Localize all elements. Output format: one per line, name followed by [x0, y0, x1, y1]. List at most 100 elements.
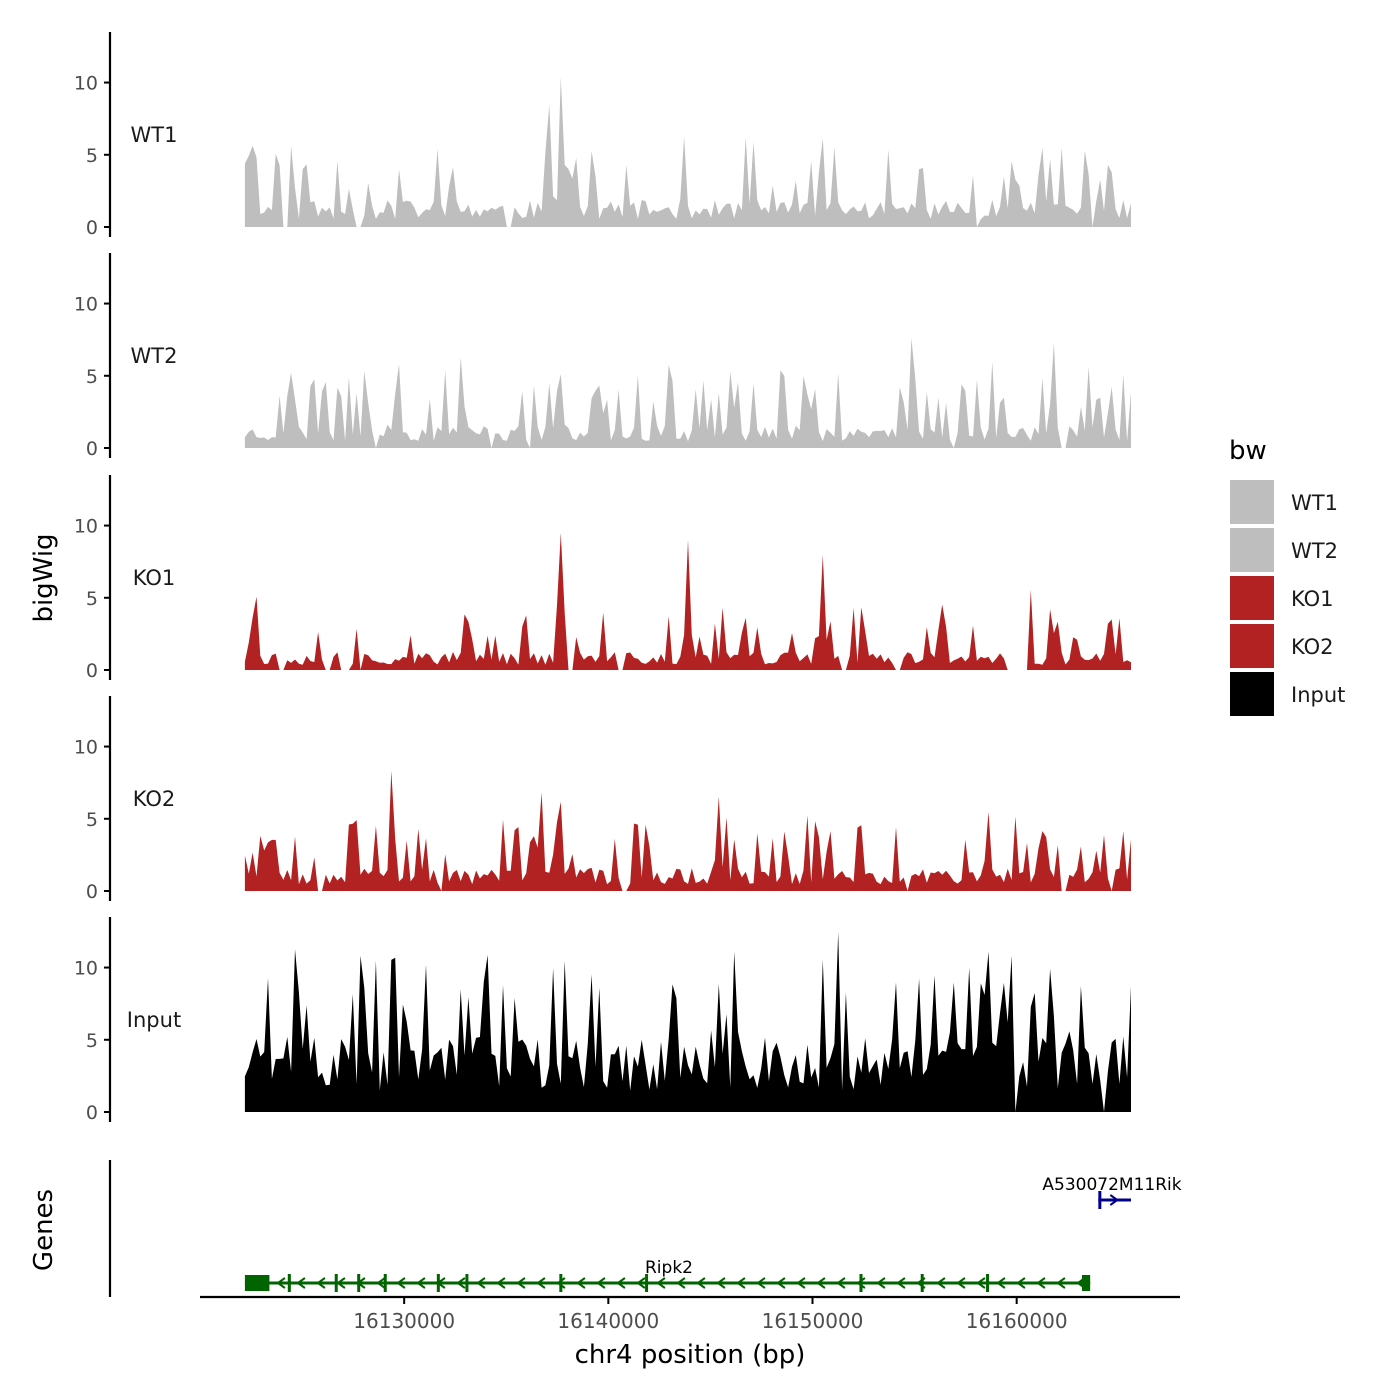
x-tick-label: 16150000	[762, 1309, 864, 1333]
x-axis-title: chr4 position (bp)	[575, 1340, 806, 1370]
strand-arrow	[796, 1277, 806, 1289]
strand-arrow	[876, 1277, 886, 1289]
strand-arrow	[1056, 1277, 1066, 1289]
exon	[986, 1274, 990, 1292]
gene-a530072m11rik: A530072M11Rik	[1042, 1175, 1182, 1209]
y-tick-label: 0	[86, 660, 98, 682]
exon	[1082, 1275, 1091, 1291]
exon	[1098, 1191, 1102, 1209]
track-ko2: 0 5 10 KO2	[74, 696, 1131, 903]
y-tick-label: 5	[86, 366, 98, 388]
y-tick-label: 5	[86, 1030, 98, 1052]
strand-arrow	[956, 1277, 966, 1289]
strand-arrow	[576, 1277, 586, 1289]
y-tick-label: 5	[86, 809, 98, 831]
y-tick-label: 10	[74, 958, 98, 980]
strand-arrow	[616, 1277, 626, 1289]
track-label: WT2	[131, 344, 178, 368]
exon	[645, 1274, 649, 1292]
track-label: KO1	[133, 566, 176, 590]
track-label: WT1	[131, 123, 178, 147]
exon	[436, 1274, 440, 1292]
legend-title: bw	[1229, 436, 1267, 466]
y-tick-label: 10	[74, 737, 98, 759]
y-tick-label: 10	[74, 294, 98, 316]
bigwig-tracks: 0 5 10 WT1 0 5 10 WT2 0 5 10 KO1 0 5 10 KO2 0 5 10 Input	[74, 32, 1131, 1124]
x-tick-label: 16130000	[353, 1309, 455, 1333]
strand-arrow	[396, 1277, 406, 1289]
gene-ripk2: Ripk2	[244, 1258, 1091, 1292]
y-tick-label: 0	[86, 1102, 98, 1124]
strand-arrow	[816, 1277, 826, 1289]
coverage-area-ko2	[244, 770, 1131, 891]
strand-arrow	[536, 1277, 546, 1289]
exon	[920, 1274, 924, 1292]
track-ko1: 0 5 10 KO1	[74, 475, 1131, 682]
coverage-area-input	[244, 932, 1131, 1112]
strand-arrow	[476, 1277, 486, 1289]
track-wt2: 0 5 10 WT2	[74, 253, 1131, 460]
coverage-area-ko1	[244, 532, 1131, 670]
strand-arrow	[336, 1277, 346, 1289]
legend-swatch-wt1	[1230, 480, 1274, 524]
x-tick-label: 16160000	[966, 1309, 1068, 1333]
legend-swatch-wt2	[1230, 528, 1274, 572]
strand-arrow	[416, 1277, 426, 1289]
strand-arrow	[516, 1277, 526, 1289]
strand-arrow	[596, 1277, 606, 1289]
track-wt1: 0 5 10 WT1	[74, 32, 1131, 239]
legend-label: KO1	[1291, 587, 1334, 611]
legend-label: WT2	[1291, 539, 1338, 563]
strand-arrow	[456, 1277, 466, 1289]
strand-arrow	[696, 1277, 706, 1289]
strand-arrow	[976, 1277, 986, 1289]
track-input: 0 5 10 Input	[74, 917, 1131, 1124]
exon	[287, 1274, 291, 1292]
legend-label: WT1	[1291, 491, 1338, 515]
strand-arrow	[656, 1277, 666, 1289]
strand-arrow	[276, 1277, 286, 1289]
strand-arrow	[296, 1277, 306, 1289]
legend-swatch-input	[1230, 672, 1274, 716]
strand-arrow	[736, 1277, 746, 1289]
strand-arrow	[776, 1277, 786, 1289]
genes-axis-title: Genes	[29, 1189, 59, 1271]
strand-arrow	[836, 1277, 846, 1289]
legend-swatch-ko2	[1230, 624, 1274, 668]
y-tick-label: 5	[86, 588, 98, 610]
track-label: KO2	[133, 787, 176, 811]
legend: bw WT1 WT2 KO1 KO2 Input	[1229, 436, 1345, 716]
strand-arrow	[636, 1277, 646, 1289]
y-tick-label: 0	[86, 881, 98, 903]
strand-arrow	[896, 1277, 906, 1289]
coverage-area-wt2	[244, 338, 1131, 448]
exon	[859, 1274, 863, 1292]
x-tick-label: 16140000	[557, 1309, 659, 1333]
strand-arrow	[376, 1277, 386, 1289]
strand-arrow	[756, 1277, 766, 1289]
y-tick-label: 10	[74, 516, 98, 538]
legend-label: KO2	[1291, 635, 1334, 659]
y-axis-title: bigWig	[29, 533, 59, 622]
strand-arrow	[936, 1277, 946, 1289]
strand-arrow	[316, 1277, 326, 1289]
strand-arrow	[556, 1277, 566, 1289]
gene-label: A530072M11Rik	[1042, 1175, 1181, 1195]
y-tick-label: 0	[86, 438, 98, 460]
exon	[383, 1274, 387, 1292]
y-tick-label: 5	[86, 145, 98, 167]
track-label: Input	[127, 1008, 181, 1032]
strand-arrow	[1016, 1277, 1026, 1289]
exon	[559, 1274, 563, 1292]
exon	[357, 1274, 361, 1292]
gene-track: Ripk2 A530072M11Rik	[108, 1160, 1182, 1297]
legend-swatch-ko1	[1230, 576, 1274, 620]
strand-arrow	[1036, 1277, 1046, 1289]
strand-arrow	[996, 1277, 1006, 1289]
coverage-area-wt1	[244, 77, 1131, 227]
y-tick-label: 0	[86, 217, 98, 239]
exon	[334, 1274, 338, 1292]
strand-arrow	[856, 1277, 866, 1289]
legend-label: Input	[1291, 683, 1345, 707]
